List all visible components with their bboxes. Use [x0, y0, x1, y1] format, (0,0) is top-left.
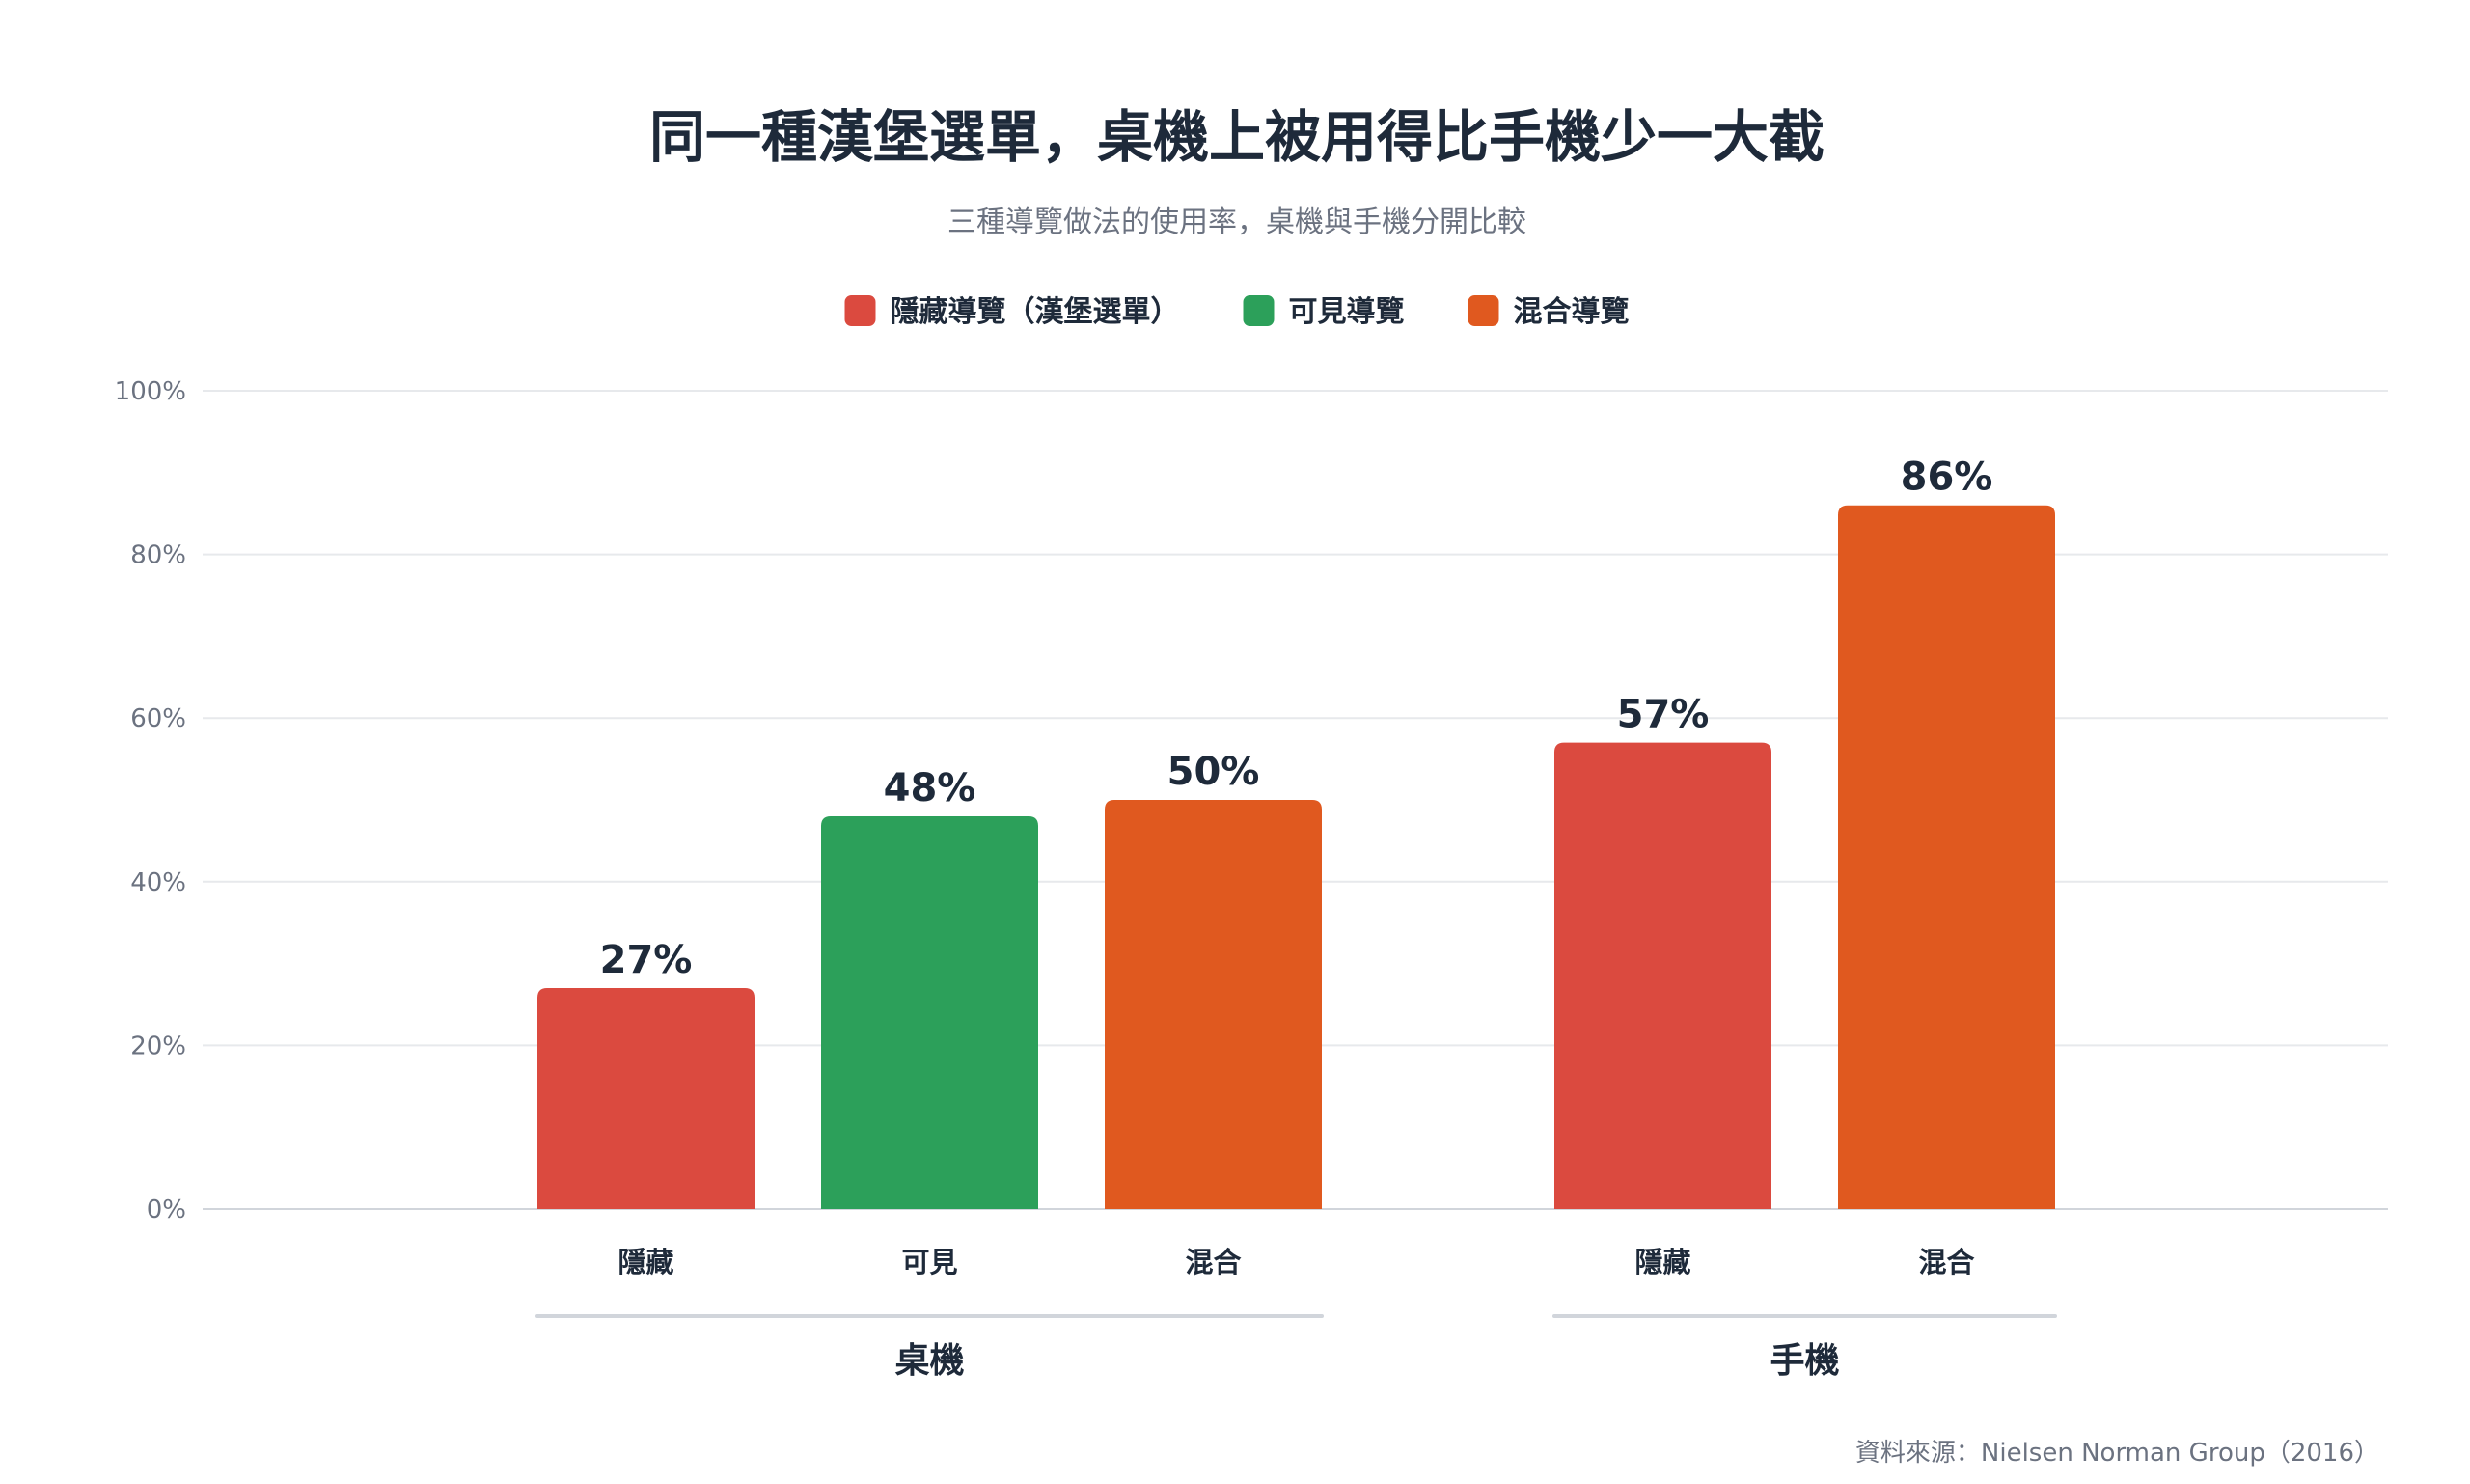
- y-tick-label: 40%: [130, 868, 186, 897]
- y-tick-label: 20%: [130, 1031, 186, 1060]
- bar-value-label: 50%: [1167, 750, 1260, 794]
- x-category-label: 隱藏: [1634, 1246, 1690, 1278]
- bar: [821, 815, 1038, 1209]
- legend: 隱藏導覽（漢堡選單） 可見導覽 混合導覽: [844, 295, 1630, 329]
- chart-title: 同一種漢堡選單，桌機上被用得比手機少一大截: [649, 104, 1825, 170]
- legend-label: 可見導覽: [1289, 295, 1405, 329]
- x-category-label: 混合: [1918, 1246, 1974, 1278]
- source-note: 資料來源：Nielsen Norman Group（2016）: [1855, 1439, 2379, 1468]
- bar-value-label: 57%: [1617, 693, 1710, 737]
- legend-item: 隱藏導覽（漢堡選單）: [844, 295, 1180, 329]
- bar: [1554, 742, 1771, 1209]
- legend-swatch: [1468, 295, 1499, 326]
- group-label: 手機: [1770, 1341, 1839, 1381]
- x-category-label: 混合: [1185, 1246, 1241, 1278]
- y-axis-tick-labels: 0% 20% 40% 60% 80% 100%: [115, 377, 186, 1224]
- x-axis-category-labels: 隱藏 可見 混合 隱藏 混合: [618, 1246, 1974, 1278]
- legend-item: 可見導覽: [1243, 295, 1405, 329]
- value-labels: 27% 48% 50% 57% 86%: [600, 455, 1993, 982]
- legend-swatch: [1243, 295, 1275, 326]
- legend-item: 混合導覽: [1468, 295, 1630, 329]
- bars: [537, 505, 2055, 1209]
- bar-value-label: 48%: [884, 766, 976, 811]
- x-category-label: 可見: [901, 1246, 957, 1278]
- bar-value-label: 27%: [600, 938, 693, 982]
- bar-value-label: 86%: [1901, 455, 1993, 500]
- chart-subtitle: 三種導覽做法的使用率，桌機與手機分開比較: [947, 206, 1526, 239]
- legend-label: 隱藏導覽（漢堡選單）: [891, 295, 1180, 329]
- legend-swatch: [844, 295, 876, 326]
- group-labels: 桌機 手機: [535, 1314, 2057, 1381]
- group-label: 桌機: [894, 1341, 964, 1381]
- bar: [1838, 505, 2055, 1209]
- y-tick-label: 100%: [115, 377, 186, 406]
- y-tick-label: 0%: [147, 1195, 186, 1224]
- legend-label: 混合導覽: [1514, 295, 1630, 329]
- bar: [1105, 800, 1322, 1209]
- y-tick-label: 80%: [130, 541, 186, 570]
- x-category-label: 隱藏: [618, 1246, 673, 1278]
- bar: [537, 988, 755, 1209]
- y-tick-label: 60%: [130, 704, 186, 733]
